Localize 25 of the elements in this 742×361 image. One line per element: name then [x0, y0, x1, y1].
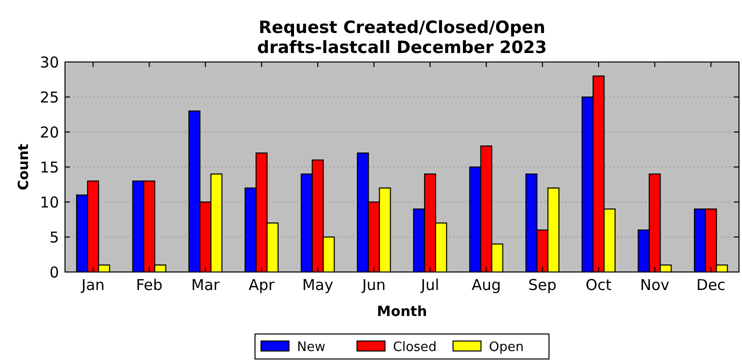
- y-tick-label: 10: [40, 193, 59, 212]
- x-tick-label: Aug: [472, 276, 501, 294]
- y-axis-title: Count: [16, 143, 32, 190]
- x-tick-label: Jun: [361, 276, 386, 294]
- x-tick-label: Jul: [420, 276, 440, 294]
- x-tick-label: Nov: [640, 276, 670, 294]
- y-tick-label: 5: [49, 228, 59, 246]
- y-tick-label: 0: [49, 263, 59, 282]
- x-tick-label: Mar: [191, 276, 220, 294]
- legend-label: Open: [489, 340, 524, 355]
- x-tick-label: Jan: [80, 276, 105, 294]
- x-axis-title: Month: [376, 304, 428, 320]
- x-tick-label: May: [302, 276, 334, 294]
- chart-title: Request Created/Closed/Open drafts-lastcall December 2023: [257, 18, 547, 58]
- legend-label: Closed: [393, 340, 437, 355]
- y-tick-label: 20: [40, 123, 59, 142]
- y-tick-label: 30: [40, 53, 59, 72]
- x-tick-label: Feb: [136, 276, 163, 294]
- y-tick-label: 15: [40, 158, 59, 176]
- y-tick-label: 25: [40, 88, 59, 106]
- x-tick-label: Oct: [586, 276, 612, 294]
- x-tick-label: Dec: [696, 276, 726, 294]
- legend-label: New: [297, 340, 326, 355]
- x-tick-label: Apr: [248, 276, 276, 294]
- x-tick-label: Sep: [528, 276, 557, 294]
